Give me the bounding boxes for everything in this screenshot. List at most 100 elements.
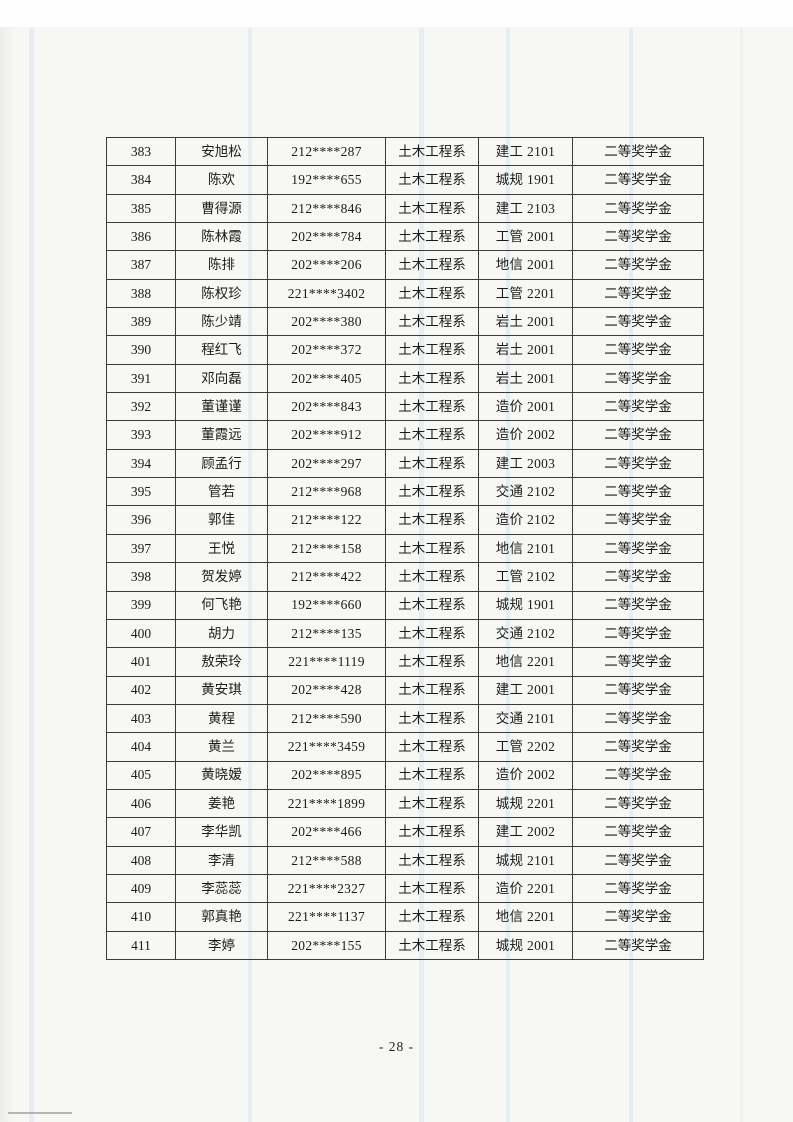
- cell-class: 造价 2201: [478, 873, 573, 904]
- cell-name: 何飞艳: [175, 590, 268, 620]
- cell-serial: 409: [106, 873, 176, 904]
- cell-serial: 388: [106, 278, 176, 309]
- cell-serial: 397: [106, 533, 176, 564]
- cell-department: 土木工程系: [385, 193, 479, 224]
- cell-name: 黄兰: [175, 732, 268, 762]
- cell-name: 黄晓嫒: [175, 760, 268, 790]
- cell-serial: 387: [106, 250, 176, 280]
- footer-page-number: - 28 -: [378, 1039, 415, 1054]
- cell-name: 姜艳: [175, 788, 268, 819]
- cell-class: 造价 2002: [478, 420, 573, 450]
- cell-class: 城规 2001: [478, 930, 573, 961]
- cell-award: 二等奖学金: [572, 930, 704, 961]
- cell-department: 土木工程系: [385, 703, 479, 734]
- table-row: 396 郭佳 212****122 土木工程系 造价 2102 二等奖学金: [106, 505, 704, 535]
- cell-class: 建工 2003: [478, 448, 573, 479]
- table-body: 383 安旭松 212****287 土木工程系 建工 2101 二等奖学金 384 陈欢 19…: [106, 136, 704, 961]
- cell-award: 二等奖学金: [572, 760, 704, 790]
- cell-serial: 384: [106, 165, 176, 195]
- cell-name: 程红飞: [175, 335, 268, 365]
- cell-name: 郭真艳: [175, 902, 268, 932]
- cell-serial: 385: [106, 193, 176, 224]
- table-row: 405 黄晓嫒 202****895 土木工程系 造价 2002 二等奖学金: [106, 760, 704, 790]
- cell-award: 二等奖学金: [572, 165, 704, 195]
- cell-name: 郭佳: [175, 505, 268, 535]
- cell-class: 城规 2201: [478, 788, 573, 819]
- cell-award: 二等奖学金: [572, 420, 704, 450]
- cell-student-id: 202****466: [267, 817, 386, 847]
- cell-name: 贺发婷: [175, 562, 268, 592]
- cell-name: 管若: [175, 477, 268, 507]
- cell-serial: 399: [106, 590, 176, 620]
- cell-award: 二等奖学金: [572, 392, 704, 422]
- cell-class: 岩土 2001: [478, 307, 573, 337]
- scan-streak: [740, 28, 743, 1122]
- table-row: 395 管若 212****968 土木工程系 交通 2102 二等奖学金: [106, 477, 704, 507]
- cell-student-id: 221****1899: [267, 788, 386, 819]
- cell-serial: 398: [106, 562, 176, 592]
- cell-name: 李华凯: [175, 817, 268, 847]
- cell-class: 交通 2102: [478, 618, 573, 649]
- cell-serial: 392: [106, 392, 176, 422]
- cell-department: 土木工程系: [385, 732, 479, 762]
- scholarship-table: 383 安旭松 212****287 土木工程系 建工 2101 二等奖学金 384 陈欢 19…: [106, 136, 704, 961]
- cell-class: 造价 2002: [478, 760, 573, 790]
- cell-student-id: 202****297: [267, 448, 386, 479]
- cell-serial: 390: [106, 335, 176, 365]
- cell-award: 二等奖学金: [572, 703, 704, 734]
- cell-department: 土木工程系: [385, 902, 479, 932]
- table-row: 384 陈欢 192****655 土木工程系 城规 1901 二等奖学金: [106, 165, 704, 195]
- table-row: 393 董霞远 202****912 土木工程系 造价 2002 二等奖学金: [106, 420, 704, 450]
- cell-class: 城规 1901: [478, 590, 573, 620]
- cell-serial: 406: [106, 788, 176, 819]
- cell-serial: 393: [106, 420, 176, 450]
- cell-class: 工管 2001: [478, 222, 573, 252]
- cell-department: 土木工程系: [385, 788, 479, 819]
- cell-student-id: 202****428: [267, 675, 386, 705]
- cell-award: 二等奖学金: [572, 873, 704, 904]
- table-row: 407 李华凯 202****466 土木工程系 建工 2002 二等奖学金: [106, 817, 704, 847]
- cell-class: 工管 2202: [478, 732, 573, 762]
- cell-award: 二等奖学金: [572, 278, 704, 309]
- cell-name: 王悦: [175, 533, 268, 564]
- cell-department: 土木工程系: [385, 136, 479, 167]
- cell-class: 岩土 2001: [478, 363, 573, 394]
- cell-student-id: 202****372: [267, 335, 386, 365]
- cell-award: 二等奖学金: [572, 732, 704, 762]
- cell-department: 土木工程系: [385, 562, 479, 592]
- table-row: 386 陈林霞 202****784 土木工程系 工管 2001 二等奖学金: [106, 222, 704, 252]
- cell-award: 二等奖学金: [572, 675, 704, 705]
- cell-serial: 391: [106, 363, 176, 394]
- cell-award: 二等奖学金: [572, 448, 704, 479]
- cell-award: 二等奖学金: [572, 222, 704, 252]
- cell-department: 土木工程系: [385, 307, 479, 337]
- table-row: 390 程红飞 202****372 土木工程系 岩土 2001 二等奖学金: [106, 335, 704, 365]
- cell-student-id: 212****135: [267, 618, 386, 649]
- cell-award: 二等奖学金: [572, 193, 704, 224]
- table-row: 408 李清 212****588 土木工程系 城规 2101 二等奖学金: [106, 845, 704, 875]
- scan-top-margin: [0, 0, 793, 28]
- cell-department: 土木工程系: [385, 590, 479, 620]
- cell-department: 土木工程系: [385, 392, 479, 422]
- cell-department: 土木工程系: [385, 760, 479, 790]
- cell-serial: 410: [106, 902, 176, 932]
- cell-student-id: 202****912: [267, 420, 386, 450]
- cell-class: 地信 2201: [478, 647, 573, 677]
- cell-student-id: 202****206: [267, 250, 386, 280]
- cell-department: 土木工程系: [385, 222, 479, 252]
- cell-class: 建工 2002: [478, 817, 573, 847]
- cell-award: 二等奖学金: [572, 505, 704, 535]
- cell-student-id: 212****122: [267, 505, 386, 535]
- cell-serial: 395: [106, 477, 176, 507]
- cell-department: 土木工程系: [385, 873, 479, 904]
- cell-department: 土木工程系: [385, 363, 479, 394]
- cell-serial: 403: [106, 703, 176, 734]
- table-row: 383 安旭松 212****287 土木工程系 建工 2101 二等奖学金: [106, 136, 704, 167]
- table-row: 401 敖荣玲 221****1119 土木工程系 地信 2201 二等奖学金: [106, 647, 704, 677]
- cell-class: 造价 2102: [478, 505, 573, 535]
- cell-name: 陈少靖: [175, 307, 268, 337]
- cell-award: 二等奖学金: [572, 902, 704, 932]
- cell-class: 建工 2101: [478, 136, 573, 167]
- cell-name: 顾孟行: [175, 448, 268, 479]
